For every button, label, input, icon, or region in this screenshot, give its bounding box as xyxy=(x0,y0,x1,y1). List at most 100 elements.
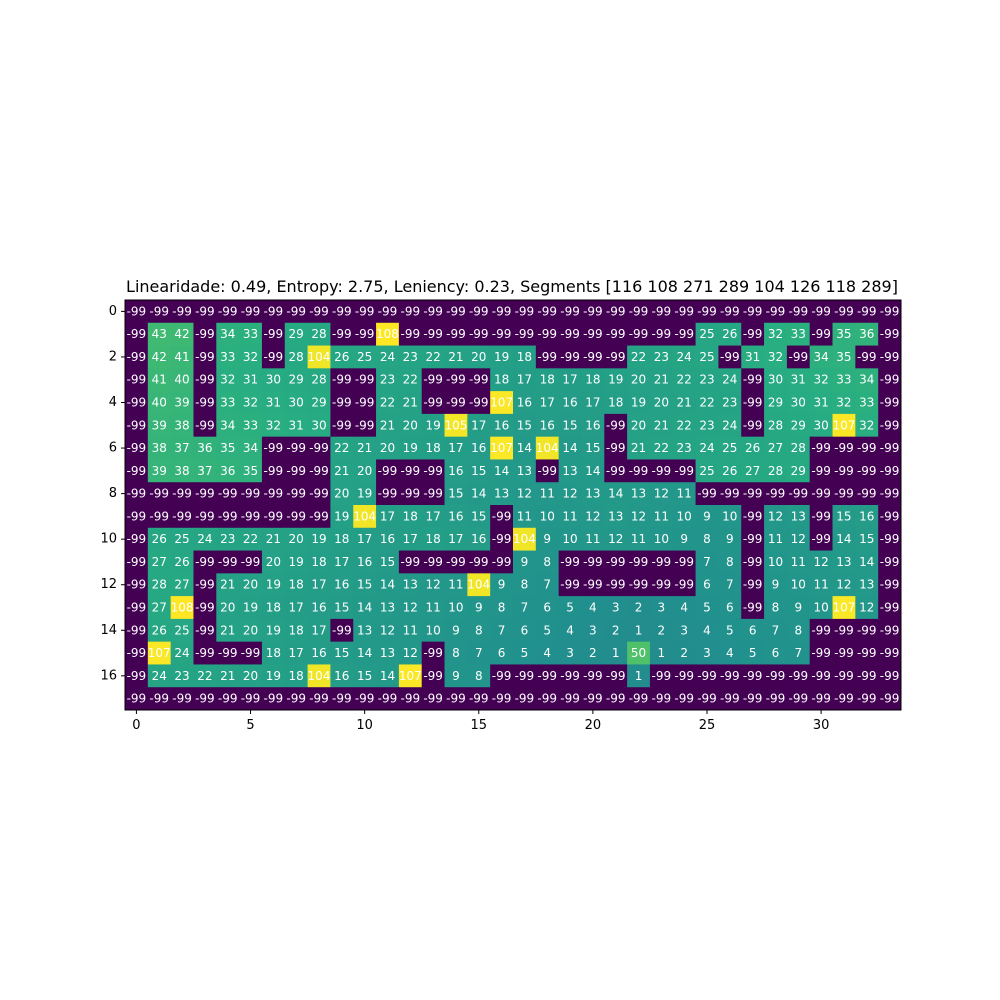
heatmap-cell xyxy=(147,687,172,711)
cell-value-label: 2 xyxy=(680,646,688,660)
cell-value-label: -99 xyxy=(195,578,215,592)
cell-value-label: 2 xyxy=(635,601,643,615)
heatmap-cell xyxy=(809,482,833,506)
heatmap-cell xyxy=(535,459,560,483)
cell-value-label: -99 xyxy=(332,373,352,387)
heatmap-cell xyxy=(581,550,605,574)
heatmap-cell xyxy=(307,618,331,643)
heatmap-cell xyxy=(490,322,514,346)
cell-value-label: 107 xyxy=(148,646,171,660)
cell-value-label: -99 xyxy=(857,350,877,364)
cell-value-label: -99 xyxy=(743,532,763,546)
cell-value-label: 16 xyxy=(311,601,326,615)
heatmap-cell xyxy=(261,322,286,346)
heatmap-cell xyxy=(261,618,286,643)
cell-value-label: -99 xyxy=(515,692,535,706)
cell-value-label: 17 xyxy=(311,578,326,592)
cell-value-label: 9 xyxy=(452,623,460,637)
cell-value-label: -99 xyxy=(766,304,786,318)
heatmap-cell xyxy=(832,596,856,620)
cell-value-label: 34 xyxy=(243,441,258,455)
heatmap-cell xyxy=(672,573,696,597)
heatmap-cell xyxy=(627,527,651,551)
heatmap-cell xyxy=(832,664,856,688)
cell-value-label: 18 xyxy=(425,532,440,546)
y-tick-label: 6 xyxy=(109,441,117,456)
heatmap-cell xyxy=(421,413,445,438)
heatmap-cell xyxy=(581,322,605,346)
cell-value-label: 32 xyxy=(243,396,258,410)
heatmap-cell xyxy=(147,482,172,506)
heatmap-cell xyxy=(649,436,674,460)
heatmap-cell xyxy=(558,322,582,346)
cell-value-label: 18 xyxy=(585,373,600,387)
heatmap-cell xyxy=(513,482,537,506)
cell-value-label: -99 xyxy=(880,327,900,341)
cell-value-label: 18 xyxy=(266,601,281,615)
heatmap-cell xyxy=(558,505,582,529)
cell-value-label: -99 xyxy=(241,692,261,706)
heatmap-cell xyxy=(809,322,833,346)
heatmap-cell xyxy=(147,641,172,665)
cell-value-label: -99 xyxy=(423,396,443,410)
cell-value-label: -99 xyxy=(880,532,900,546)
heatmap-cell xyxy=(193,413,217,438)
cell-value-label: -99 xyxy=(880,464,900,478)
cell-value-label: -99 xyxy=(811,646,831,660)
heatmap-cell xyxy=(832,527,856,551)
heatmap-cell xyxy=(467,345,491,369)
cell-value-label: -99 xyxy=(652,555,672,569)
cell-value-label: 23 xyxy=(654,350,669,364)
heatmap-cell xyxy=(695,550,719,574)
heatmap-cell xyxy=(581,300,605,324)
cell-value-label: 19 xyxy=(289,555,304,569)
cell-value-label: 15 xyxy=(448,487,463,501)
cell-value-label: -99 xyxy=(195,646,215,660)
heatmap-cell xyxy=(604,687,628,711)
heatmap-cell xyxy=(855,664,879,688)
heatmap-cell xyxy=(239,618,263,643)
cell-value-label: -99 xyxy=(195,418,215,432)
heatmap-cell xyxy=(786,368,811,392)
cell-value-label: -99 xyxy=(218,692,238,706)
cell-value-label: 22 xyxy=(677,418,692,432)
y-axis: 0 2 4 6 8 10 12 14 16 xyxy=(100,304,125,683)
heatmap-cell xyxy=(170,596,194,620)
cell-value-label: -99 xyxy=(674,327,694,341)
cell-value-label: 7 xyxy=(772,623,780,637)
heatmap-cell xyxy=(718,368,742,392)
heatmap-cell xyxy=(170,482,194,506)
heatmap-cell xyxy=(649,391,674,415)
heatmap-cell xyxy=(786,527,811,551)
cell-value-label: -99 xyxy=(652,692,672,706)
cell-value-label: 23 xyxy=(699,373,714,387)
heatmap-cell xyxy=(261,482,286,506)
heatmap-cell xyxy=(398,664,423,688)
heatmap-cell xyxy=(307,345,331,369)
cell-value-label: 12 xyxy=(654,487,669,501)
cell-value-label: -99 xyxy=(697,692,717,706)
heatmap-cell xyxy=(125,505,149,529)
cell-value-label: 36 xyxy=(197,441,212,455)
heatmap-cell xyxy=(284,505,308,529)
heatmap-cell xyxy=(627,482,651,506)
cell-value-label: -99 xyxy=(811,327,831,341)
cell-value-label: -99 xyxy=(241,304,261,318)
cell-value-label: -99 xyxy=(811,487,831,501)
heatmap-cell xyxy=(672,300,696,324)
heatmap-cell xyxy=(170,618,194,643)
cell-value-label: -99 xyxy=(766,669,786,683)
cell-value-label: 18 xyxy=(517,350,532,364)
cell-value-label: -99 xyxy=(127,578,147,592)
heatmap-cell xyxy=(421,687,445,711)
heatmap-cell xyxy=(353,641,377,665)
heatmap-cell xyxy=(353,322,377,346)
cell-value-label: -99 xyxy=(127,396,147,410)
cell-value-label: 107 xyxy=(490,396,513,410)
cell-value-label: 2 xyxy=(612,623,620,637)
cell-value-label: 9 xyxy=(680,532,688,546)
heatmap-cell xyxy=(672,505,696,529)
heatmap-cell xyxy=(307,322,331,346)
heatmap-cell xyxy=(353,550,377,574)
heatmap-cell xyxy=(193,573,217,597)
